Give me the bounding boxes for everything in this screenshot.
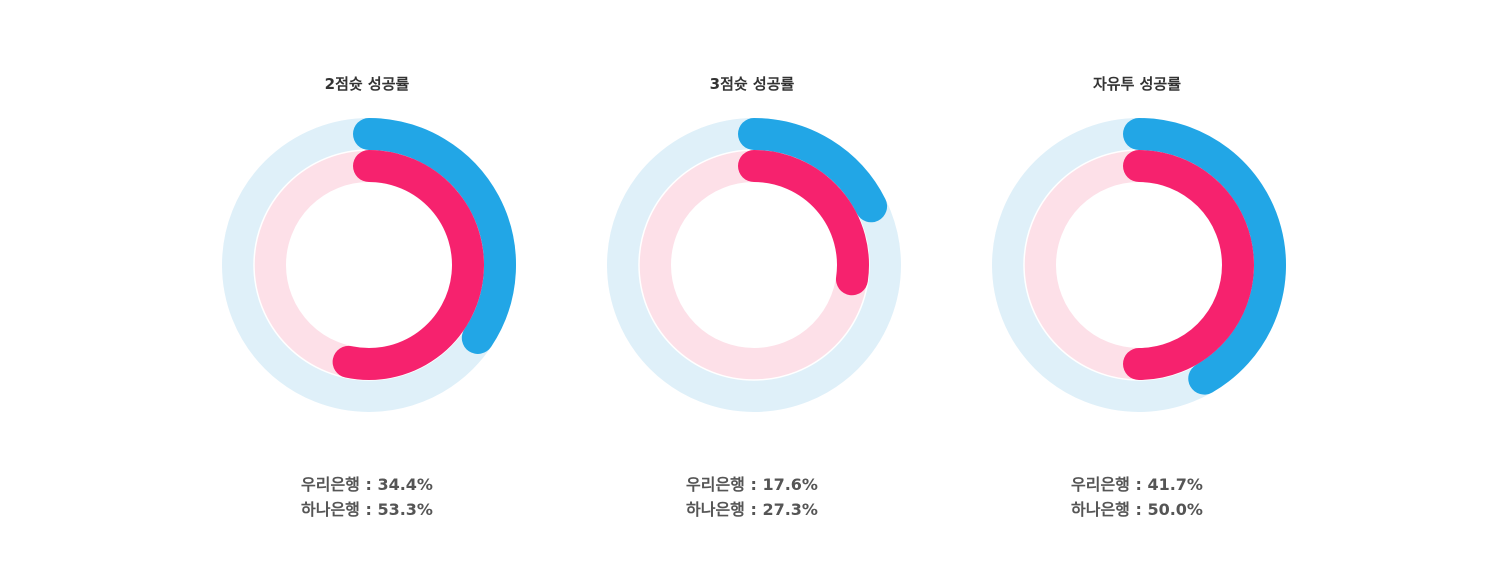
legend-hana-value: 53.3%	[377, 500, 433, 519]
legend-hana-name: 하나은행	[301, 500, 360, 519]
chart-panel-ft: 자유투 성공률 우리은행 : 41.7% 하나은행 : 50.0%	[967, 0, 1307, 573]
woori-arc	[353, 118, 516, 354]
legend-hana-name: 하나은행	[1071, 500, 1130, 519]
legend-woori-value: 17.6%	[762, 475, 818, 494]
legend-hana: 하나은행 : 50.0%	[967, 496, 1307, 520]
legend-separator: :	[1129, 500, 1148, 519]
legend-woori-name: 우리은행	[686, 475, 745, 494]
hana-arc	[332, 150, 484, 380]
legend-hana: 하나은행 : 53.3%	[197, 496, 537, 520]
chart-panel-2pt: 2점슛 성공률 우리은행 : 34.4% 하나은행 : 53.3%	[197, 0, 537, 573]
legend-separator: :	[744, 500, 763, 519]
chart-title: 자유투 성공률	[1092, 75, 1182, 93]
legend-hana-name: 하나은행	[686, 500, 745, 519]
chart-title: 3점슛 성공률	[709, 75, 795, 93]
legend-woori-name: 우리은행	[301, 475, 360, 494]
legend-woori-name: 우리은행	[1071, 475, 1130, 494]
legend-separator: :	[359, 500, 378, 519]
legend-woori: 우리은행 : 41.7%	[967, 471, 1307, 495]
legend-hana-value: 50.0%	[1147, 500, 1203, 519]
woori-arc	[738, 118, 888, 223]
legend-woori-value: 34.4%	[377, 475, 433, 494]
legend-separator: :	[359, 475, 378, 494]
radial-chart-2pt	[222, 118, 516, 412]
legend-woori-value: 41.7%	[1147, 475, 1203, 494]
radial-chart-ft	[992, 118, 1286, 412]
hana-arc	[738, 150, 869, 296]
legend-woori: 우리은행 : 17.6%	[582, 471, 922, 495]
hana-arc	[1123, 150, 1254, 380]
legend-hana: 하나은행 : 27.3%	[582, 496, 922, 520]
woori-arc	[1123, 118, 1286, 395]
chart-panel-3pt: 3점슛 성공률 우리은행 : 17.6% 하나은행 : 27.3%	[582, 0, 922, 573]
chart-title: 2점슛 성공률	[324, 75, 410, 93]
radial-chart-3pt	[607, 118, 901, 412]
legend-woori: 우리은행 : 34.4%	[197, 471, 537, 495]
legend-separator: :	[744, 475, 763, 494]
legend-separator: :	[1129, 475, 1148, 494]
legend-hana-value: 27.3%	[762, 500, 818, 519]
